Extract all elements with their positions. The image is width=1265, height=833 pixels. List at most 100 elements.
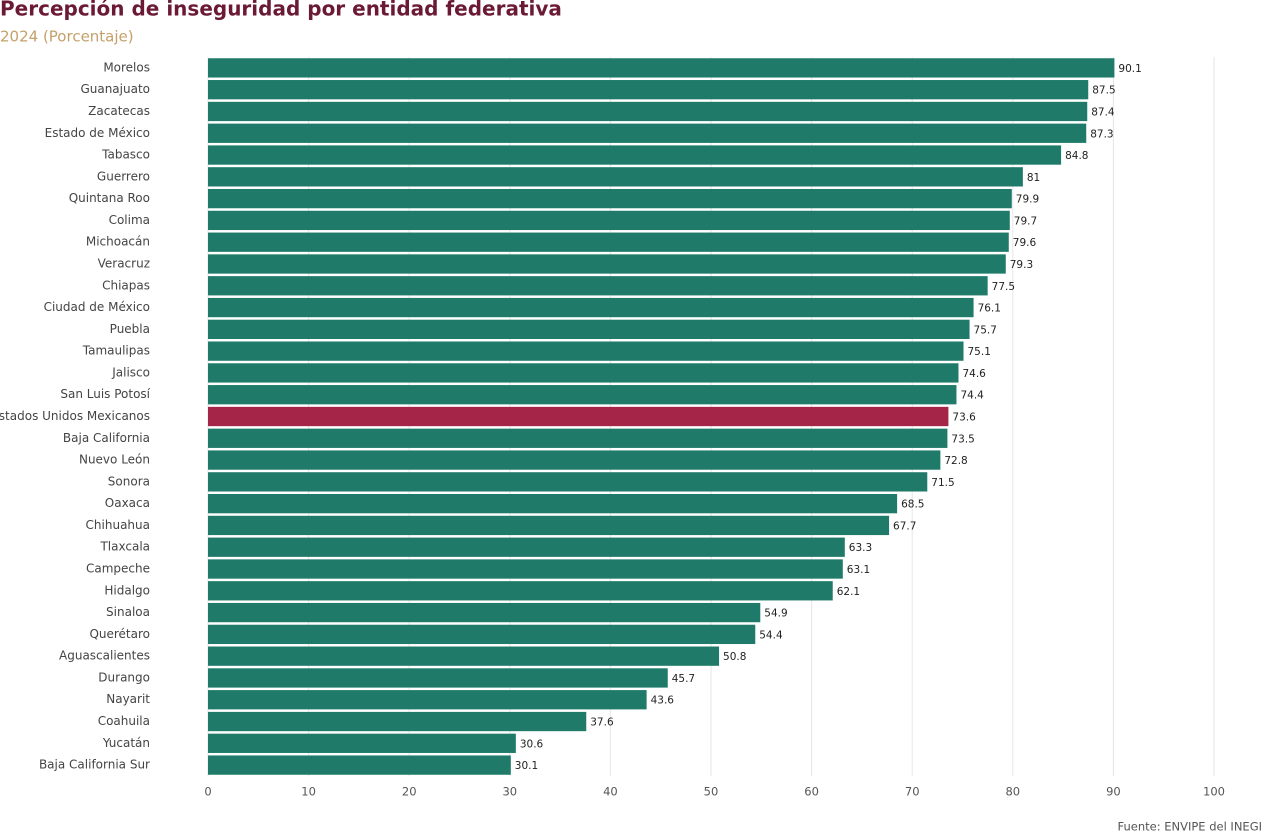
x-tick-label: 30 (502, 785, 517, 799)
bar (208, 581, 833, 601)
value-label: 63.3 (849, 542, 872, 554)
bar (208, 232, 1009, 252)
value-label: 73.5 (951, 433, 974, 445)
y-tick-label: Querétaro (89, 627, 150, 641)
bar (208, 646, 720, 666)
y-tick-label: Baja California (63, 431, 150, 445)
y-tick-label: Quintana Roo (69, 191, 150, 205)
bar (208, 624, 756, 645)
y-tick-label: Campeche (86, 562, 150, 576)
bar (208, 406, 949, 427)
x-tick-label: 80 (1005, 785, 1020, 799)
value-label: 79.6 (1013, 237, 1037, 249)
bar (208, 385, 957, 405)
value-label: 74.4 (960, 390, 984, 402)
value-label: 71.5 (931, 477, 954, 489)
value-label: 75.7 (974, 324, 997, 336)
value-label: 87.5 (1092, 85, 1115, 97)
y-tick-label: Baja California Sur (39, 758, 150, 772)
y-tick-label: Chiapas (102, 278, 150, 292)
y-tick-label: Morelos (103, 60, 150, 74)
value-label: 72.8 (944, 455, 967, 467)
value-label: 43.6 (651, 695, 675, 707)
y-tick-label: Nuevo León (79, 453, 150, 467)
bar (208, 690, 647, 710)
y-tick-label: Ciudad de México (44, 300, 150, 314)
x-tick-label: 70 (905, 785, 920, 799)
y-tick-label: Michoacán (86, 235, 150, 249)
bar (208, 363, 959, 383)
value-label: 54.4 (759, 629, 783, 641)
bar (208, 210, 1010, 231)
value-label: 76.1 (978, 303, 1001, 315)
bar (208, 319, 970, 339)
y-tick-label: Puebla (110, 322, 150, 336)
value-label: 75.1 (968, 346, 991, 358)
x-tick-label: 0 (204, 785, 211, 799)
bar (208, 494, 898, 514)
bar (208, 58, 1115, 78)
value-label: 45.7 (672, 673, 695, 685)
y-tick-label: Nayarit (106, 692, 150, 706)
y-tick-label: Estados Unidos Mexicanos (0, 409, 150, 423)
value-label: 79.9 (1016, 194, 1039, 206)
value-label: 84.8 (1065, 150, 1088, 162)
bar (208, 167, 1023, 187)
value-label: 63.1 (847, 564, 870, 576)
value-label: 77.5 (992, 281, 1015, 293)
bar (208, 101, 1088, 122)
bar (208, 145, 1062, 165)
value-label: 87.3 (1090, 128, 1113, 140)
value-label: 74.6 (962, 368, 986, 380)
value-label: 90.1 (1118, 63, 1141, 75)
bar (208, 80, 1089, 100)
value-label: 50.8 (723, 651, 746, 663)
bar (208, 450, 941, 470)
y-tick-label: Hidalgo (104, 583, 150, 597)
chart-title: Percepción de inseguridad por entidad fe… (0, 0, 562, 21)
bar (208, 515, 890, 536)
value-label: 37.6 (590, 717, 614, 729)
bar (208, 297, 974, 318)
bar (208, 733, 516, 753)
y-tick-label: Estado de México (45, 126, 150, 140)
y-tick-label: Yucatán (102, 736, 150, 750)
value-label: 54.9 (764, 608, 787, 620)
bar (208, 254, 1006, 274)
bar (208, 537, 845, 557)
value-label: 81 (1027, 172, 1040, 184)
y-tick-label: Tabasco (101, 148, 150, 162)
bar (208, 559, 843, 579)
y-tick-label: Chihuahua (86, 518, 150, 532)
bar (208, 123, 1087, 143)
y-tick-label: Aguascalientes (59, 649, 150, 663)
x-tick-label: 20 (402, 785, 417, 799)
value-label: 79.7 (1014, 215, 1037, 227)
bar (208, 341, 964, 361)
y-tick-label: Jalisco (111, 365, 150, 379)
y-tick-label: Tamaulipas (82, 344, 150, 358)
y-tick-label: Zacatecas (88, 104, 150, 118)
bar (208, 711, 587, 732)
y-tick-label: Durango (98, 670, 150, 684)
y-tick-label: Oaxaca (105, 496, 150, 510)
bar (208, 276, 988, 296)
bar (208, 472, 928, 492)
bar (208, 428, 948, 448)
source: Fuente: ENVIPE del INEGI (1117, 820, 1262, 833)
value-label: 73.6 (952, 412, 976, 424)
value-label: 68.5 (901, 499, 924, 511)
value-label: 87.4 (1091, 106, 1115, 118)
x-tick-label: 60 (804, 785, 819, 799)
y-tick-label: Coahuila (98, 714, 150, 728)
value-label: 30.1 (515, 760, 538, 772)
value-label: 67.7 (893, 520, 916, 532)
x-tick-label: 90 (1106, 785, 1121, 799)
y-tick-label: Veracruz (98, 256, 150, 270)
y-tick-label: Sonora (108, 474, 150, 488)
y-tick-label: Guerrero (97, 169, 150, 183)
chart-subtitle: 2024 (Porcentaje) (0, 28, 134, 46)
value-label: 30.6 (520, 738, 544, 750)
y-tick-label: Colima (109, 213, 150, 227)
